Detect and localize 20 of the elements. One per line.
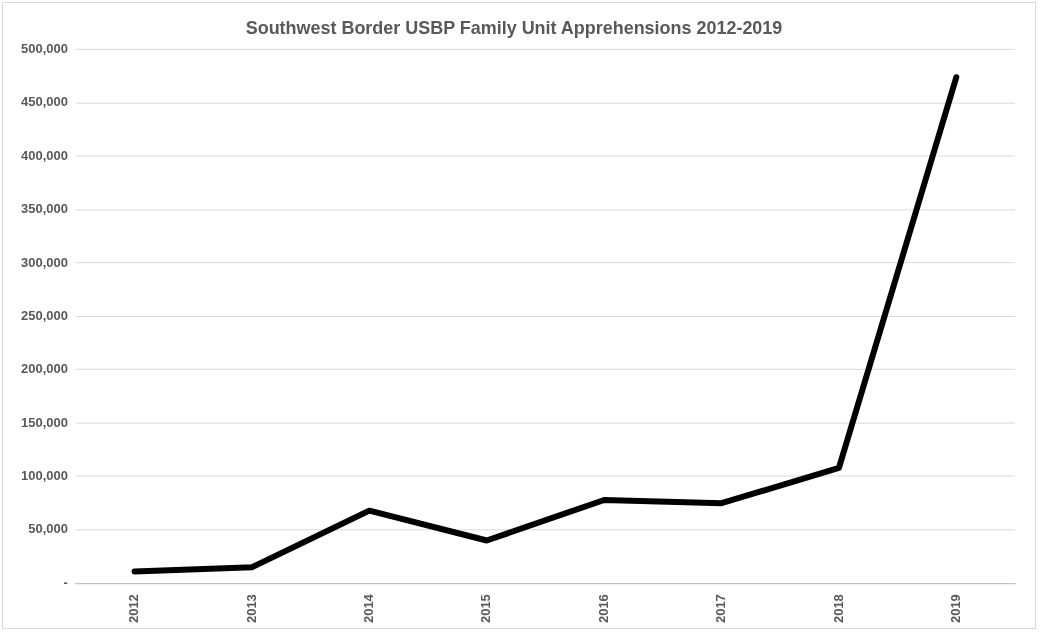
y-tick-label: 250,000: [21, 307, 68, 323]
x-tick-label: 2012: [126, 594, 142, 623]
x-tick-label: 2014: [360, 593, 376, 623]
y-tick-label: 150,000: [21, 414, 68, 430]
y-tick-label: 200,000: [21, 361, 68, 377]
x-tick-label: 2016: [595, 594, 611, 623]
y-tick-label: 500,000: [21, 41, 68, 57]
chart-title: Southwest Border USBP Family Unit Apprehensions 2012-2019: [245, 17, 783, 38]
y-tick-label: -: [63, 574, 68, 590]
y-tick-label: 400,000: [21, 147, 68, 163]
y-tick-label: 100,000: [21, 468, 68, 484]
y-tick-label: 50,000: [28, 521, 68, 537]
x-tick-label: 2017: [713, 594, 729, 623]
x-tick-label: 2018: [830, 594, 846, 623]
x-tick-label: 2019: [947, 594, 963, 623]
y-tick-label: 300,000: [21, 254, 68, 270]
x-tick-label: 2015: [478, 594, 494, 623]
x-tick-label: 2013: [243, 594, 259, 623]
y-tick-label: 350,000: [21, 201, 68, 217]
y-tick-label: 450,000: [21, 94, 68, 110]
